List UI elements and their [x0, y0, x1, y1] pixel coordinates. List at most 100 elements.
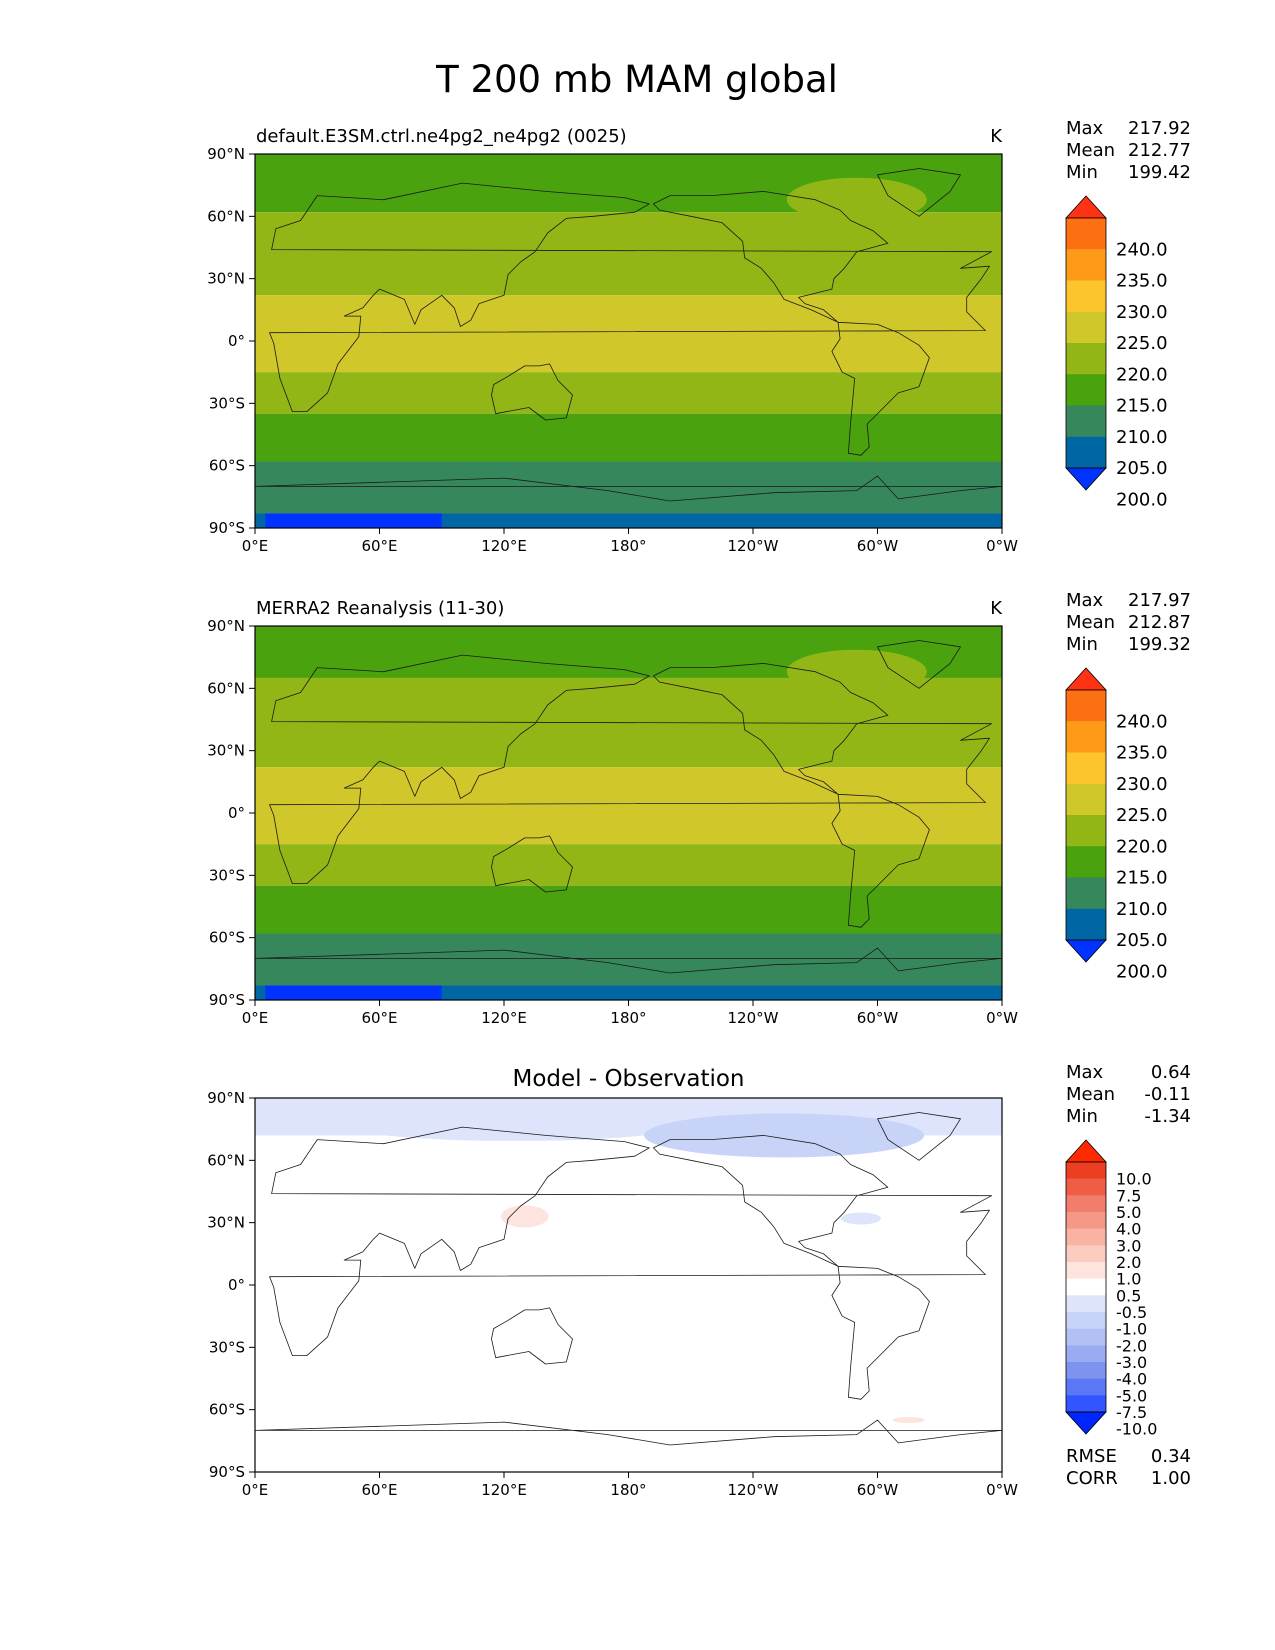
- map-field: [255, 626, 1002, 1000]
- x-tick-label: 60°W: [857, 1481, 899, 1499]
- colorbar-tick-label: 10.0: [1116, 1170, 1152, 1189]
- colorbar-tick-label: 200.0: [1116, 961, 1168, 982]
- temperature-band: [255, 212, 1002, 296]
- footer-stat-value: 1.00: [1151, 1468, 1191, 1489]
- y-tick-label: 60°N: [207, 679, 245, 697]
- cold-patch: [265, 513, 442, 528]
- colorbar-bin: [1066, 280, 1106, 313]
- panel-units: K: [990, 598, 1003, 619]
- colorbar-frame: [1065, 217, 1107, 469]
- stat-value: 217.97: [1128, 590, 1191, 611]
- x-tick-label: 120°E: [481, 1481, 527, 1499]
- colorbar-bin: [1066, 690, 1106, 722]
- colorbar-tick-label: -0.5: [1116, 1303, 1147, 1322]
- colorbar: 240.0 235.0 230.0 225.0 220.0 215.0 210.0 205.0…: [1065, 667, 1168, 982]
- colorbar-tick-label: 5.0: [1116, 1203, 1141, 1222]
- colorbar-tick-label: 230.0: [1116, 774, 1168, 795]
- stat-label: Max: [1066, 590, 1104, 611]
- colorbar-tick-label: 220.0: [1116, 836, 1168, 857]
- x-tick-label: 180°: [610, 537, 646, 555]
- temperature-band: [255, 767, 1002, 845]
- x-tick-label: 60°E: [361, 1009, 397, 1027]
- x-tick-label: 120°E: [481, 1009, 527, 1027]
- map-panel-2: 0°E 60°E 120°E 180° 120°W 60°W 0°W 90°N 60°N 30°N…: [207, 590, 1191, 1027]
- x-tick-label: 120°E: [481, 537, 527, 555]
- figure-title: T 200 mb MAM global: [435, 58, 838, 101]
- colorbar-bin: [1066, 1362, 1106, 1380]
- panel-title: MERRA2 Reanalysis (11-30): [256, 598, 504, 619]
- x-tick-label: 0°W: [986, 1009, 1018, 1027]
- temperature-band: [255, 372, 1002, 414]
- colorbar-bin: [1066, 752, 1106, 785]
- x-tick-label: 0°E: [242, 1009, 269, 1027]
- y-tick-label: 0°: [228, 1276, 245, 1294]
- colorbar-bin: [1066, 1378, 1106, 1396]
- difference-background: [255, 1098, 1002, 1472]
- y-tick-label: 30°S: [209, 394, 245, 412]
- y-tick-label: 0°: [228, 804, 245, 822]
- y-tick-label: 90°N: [207, 1089, 245, 1107]
- colorbar-bin: [1066, 1295, 1106, 1313]
- stat-label: Min: [1066, 634, 1098, 655]
- temperature-band: [255, 885, 1002, 934]
- colorbar-bin: [1066, 815, 1106, 847]
- colorbar-bin: [1066, 783, 1106, 816]
- y-tick-label: 60°S: [209, 457, 245, 475]
- map-field: [255, 1098, 1002, 1472]
- colorbar-tick-label: 0.5: [1116, 1286, 1141, 1305]
- colorbar-bin: [1066, 1395, 1106, 1413]
- difference-patch: [892, 1417, 925, 1424]
- colorbar-bin: [1066, 1228, 1106, 1246]
- colorbar-tick-label: 220.0: [1116, 364, 1168, 385]
- x-tick-label: 120°W: [728, 1009, 779, 1027]
- colorbar-bin: [1066, 1262, 1106, 1280]
- colorbar-bin: [1066, 249, 1106, 281]
- map-field: [255, 154, 1002, 528]
- colorbar-bin: [1066, 846, 1106, 878]
- footer-stat-label: RMSE: [1066, 1446, 1117, 1467]
- colorbar-tick-label: 3.0: [1116, 1236, 1141, 1255]
- coastline: [255, 168, 1002, 502]
- colorbar-bin: [1066, 1178, 1106, 1196]
- stat-value: -0.11: [1144, 1084, 1191, 1105]
- temperature-band: [255, 461, 1002, 514]
- stat-label: Min: [1066, 1106, 1098, 1127]
- coastline: [255, 1112, 1002, 1446]
- y-tick-label: 60°S: [209, 929, 245, 947]
- x-tick-label: 180°: [610, 1481, 646, 1499]
- temperature-band: [255, 933, 1002, 986]
- colorbar-bin: [1066, 1278, 1106, 1296]
- colorbar-tick-label: 205.0: [1116, 930, 1168, 951]
- x-tick-label: 180°: [610, 1009, 646, 1027]
- stat-label: Mean: [1066, 1084, 1115, 1105]
- colorbar-tick-label: 235.0: [1116, 743, 1168, 764]
- x-tick-label: 120°W: [728, 1481, 779, 1499]
- stat-label: Max: [1066, 1062, 1104, 1083]
- y-tick-label: 90°N: [207, 145, 245, 163]
- stat-label: Min: [1066, 162, 1098, 183]
- difference-patch: [500, 1205, 549, 1228]
- colorbar: 10.07.55.04.03.02.01.00.5-0.5-1.0-2.0-3.…: [1065, 1139, 1157, 1439]
- stat-value: 199.42: [1128, 162, 1191, 183]
- colorbar-bin: [1066, 1328, 1106, 1346]
- colorbar: 240.0 235.0 230.0 225.0 220.0 215.0 210.0 205.0…: [1065, 195, 1168, 510]
- x-tick-label: 60°E: [361, 1481, 397, 1499]
- colorbar-tick-label: 4.0: [1116, 1220, 1141, 1239]
- colorbar-tick-label: -5.0: [1116, 1386, 1147, 1405]
- x-tick-label: 60°W: [857, 537, 899, 555]
- y-tick-label: 30°S: [209, 866, 245, 884]
- colorbar-tick-label: 210.0: [1116, 899, 1168, 920]
- colorbar-tick-label: -2.0: [1116, 1336, 1147, 1355]
- temperature-band: [255, 295, 1002, 373]
- stat-value: -1.34: [1144, 1106, 1191, 1127]
- stat-label: Mean: [1066, 612, 1115, 633]
- colorbar-tick-label: 225.0: [1116, 333, 1168, 354]
- y-tick-label: 60°N: [207, 207, 245, 225]
- temperature-band: [255, 413, 1002, 462]
- difference-patch: [840, 1212, 881, 1225]
- y-tick-label: 30°N: [207, 742, 245, 760]
- colorbar-tick-label: 205.0: [1116, 458, 1168, 479]
- temperature-band: [255, 844, 1002, 886]
- colorbar-bin: [1066, 343, 1106, 375]
- colorbar-tick-label: 215.0: [1116, 868, 1168, 889]
